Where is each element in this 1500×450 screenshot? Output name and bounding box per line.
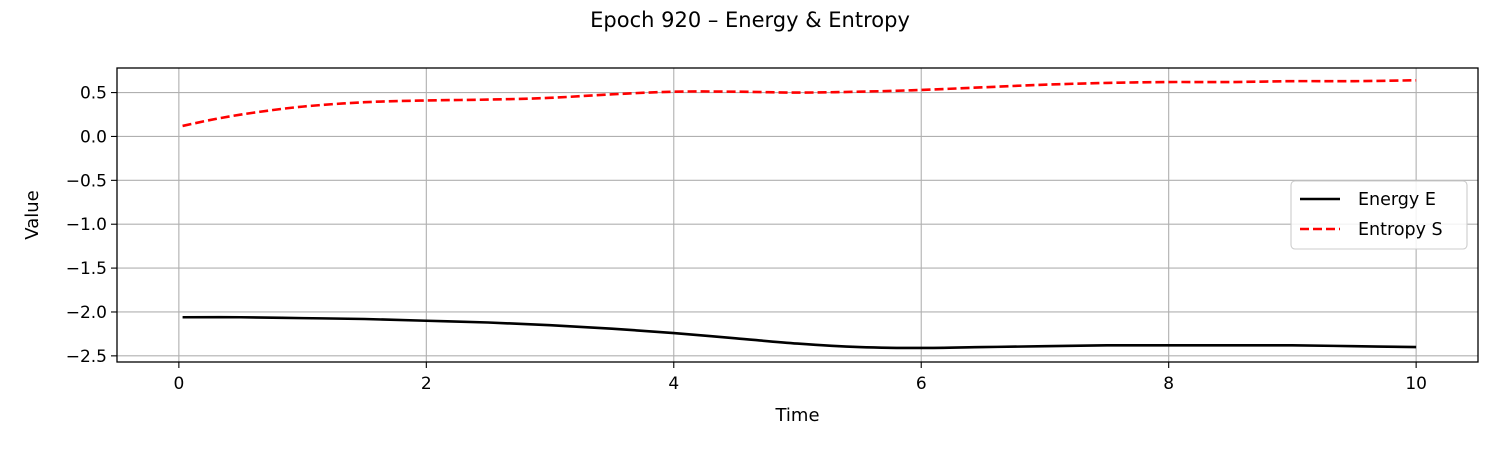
y-tick-label: −1.5 bbox=[66, 259, 107, 279]
plot-area-frame bbox=[116, 67, 1479, 363]
series-layer bbox=[182, 78, 1417, 350]
tick-layer: 0 2 4 6 8 10 0.5 0.0 −0.5 −1.0 −1.5 −2.0 −2.5 bbox=[66, 84, 1427, 394]
y-tick-label: 0.5 bbox=[80, 84, 107, 104]
series-line-energy bbox=[182, 315, 1417, 350]
series-line-entropy bbox=[182, 78, 1417, 128]
x-tick-label: 0 bbox=[173, 374, 184, 394]
y-axis-label: Value bbox=[22, 190, 43, 239]
legend: Energy E Entropy S bbox=[1290, 180, 1468, 250]
y-tick-label: −1.0 bbox=[66, 215, 107, 235]
grid-layer bbox=[117, 68, 1478, 362]
y-tick-label: −0.5 bbox=[66, 171, 107, 191]
chart-title: Epoch 920 – Energy & Entropy bbox=[590, 8, 910, 32]
legend-label: Energy E bbox=[1358, 190, 1436, 210]
legend-label: Entropy S bbox=[1358, 220, 1443, 240]
x-tick-label: 4 bbox=[668, 374, 679, 394]
x-axis-label: Time bbox=[774, 405, 819, 426]
x-tick-label: 10 bbox=[1405, 374, 1427, 394]
y-tick-label: −2.5 bbox=[66, 347, 107, 367]
x-tick-label: 8 bbox=[1163, 374, 1174, 394]
x-tick-label: 2 bbox=[421, 374, 432, 394]
y-tick-label: −2.0 bbox=[66, 303, 107, 323]
x-tick-label: 6 bbox=[916, 374, 927, 394]
y-tick-label: 0.0 bbox=[80, 127, 107, 147]
